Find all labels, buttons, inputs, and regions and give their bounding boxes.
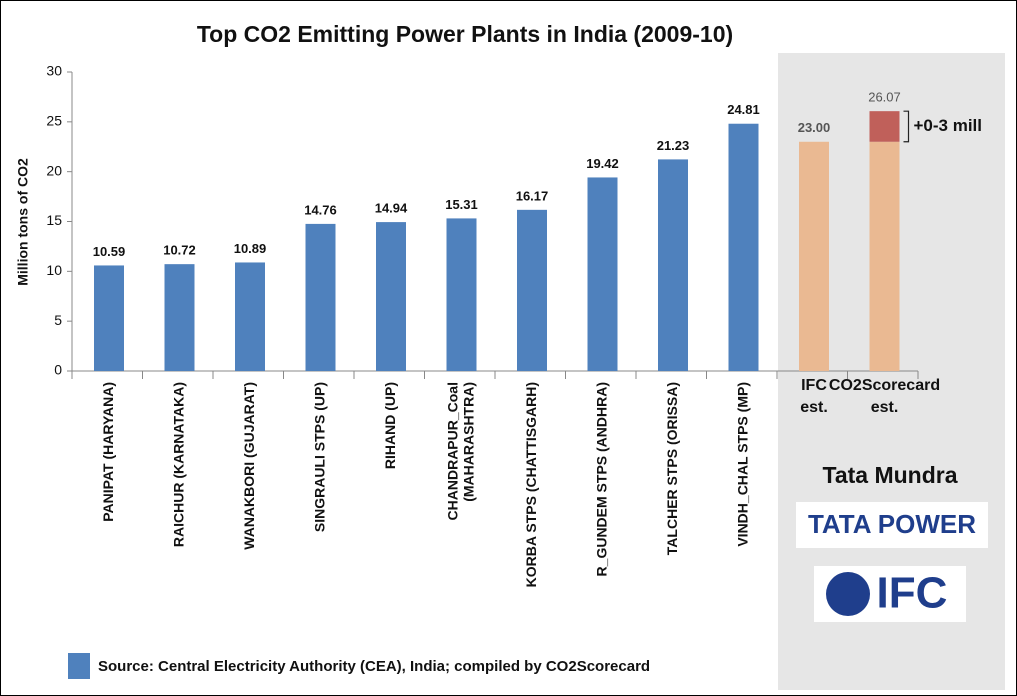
data-label: 16.17 (516, 188, 549, 203)
bar (305, 223, 336, 371)
x-tick-label: SINGRAULI STPS (UP) (311, 382, 327, 532)
x-tick-label: CO2Scorecard est. (829, 377, 940, 416)
range-annotation: +0-3 mill (914, 116, 983, 135)
logo-box (796, 502, 988, 548)
bar (587, 177, 618, 371)
x-tick-label: VINDH_CHAL STPS (MP) (734, 382, 750, 547)
bar (235, 262, 265, 371)
bar (869, 141, 900, 371)
x-tick-label: CHANDRAPUR_Coal(MAHARASHTRA) (444, 382, 476, 520)
data-label: 14.94 (375, 201, 408, 216)
y-tick-label: 0 (54, 362, 62, 378)
x-tick-label: R_GUNDEM STPS (ANDHRA) (593, 382, 609, 576)
y-tick-label: 20 (46, 162, 62, 178)
data-label: 14.76 (304, 202, 337, 217)
x-tick-label: RIHAND (UP) (382, 382, 398, 469)
bar (164, 264, 195, 371)
data-label: 24.81 (727, 102, 760, 117)
data-label: 19.42 (586, 156, 619, 171)
bar (446, 218, 477, 371)
legend-label: Source: Central Electricity Authority (C… (98, 658, 650, 675)
data-label: 10.59 (93, 244, 126, 259)
x-tick-label: PANIPAT (HARYANA) (100, 382, 116, 522)
x-tick-label: WANAKBORI (GUJARAT) (241, 382, 257, 550)
bar (869, 111, 900, 142)
bar (517, 209, 547, 371)
data-label: 23.00 (798, 120, 831, 135)
bar (376, 222, 406, 371)
bar (94, 265, 124, 371)
legend-swatch (68, 653, 90, 679)
y-tick-label: 10 (46, 262, 62, 278)
bar (658, 159, 688, 371)
logo-ifc: IFC (877, 569, 948, 618)
panel-title: Tata Mundra (822, 462, 957, 488)
logo-tata-power: TATA POWER (808, 509, 976, 539)
logo-globe (826, 572, 870, 616)
x-tick-label: TALCHER STPS (ORISSA) (664, 382, 680, 555)
y-tick-label: 15 (46, 212, 62, 228)
x-tick-label: RAICHUR (KARNATAKA) (170, 382, 186, 547)
y-tick-label: 5 (54, 312, 62, 328)
chart-title: Top CO2 Emitting Power Plants in India (… (197, 21, 733, 47)
x-tick-label: IFC est. (800, 377, 828, 416)
data-label: 15.31 (445, 197, 478, 212)
y-axis-label: Million tons of CO2 (15, 158, 31, 286)
bar (728, 123, 759, 372)
data-label: 21.23 (657, 138, 690, 153)
data-label: 10.72 (163, 243, 196, 258)
x-tick-label: KORBA STPS (CHATTISGARH) (523, 382, 539, 587)
bar (799, 141, 829, 371)
data-label: 10.89 (234, 241, 267, 256)
y-tick-label: 25 (46, 113, 62, 129)
y-tick-label: 30 (46, 63, 62, 79)
total-label: 26.07 (868, 90, 901, 105)
bracket (903, 110, 910, 143)
